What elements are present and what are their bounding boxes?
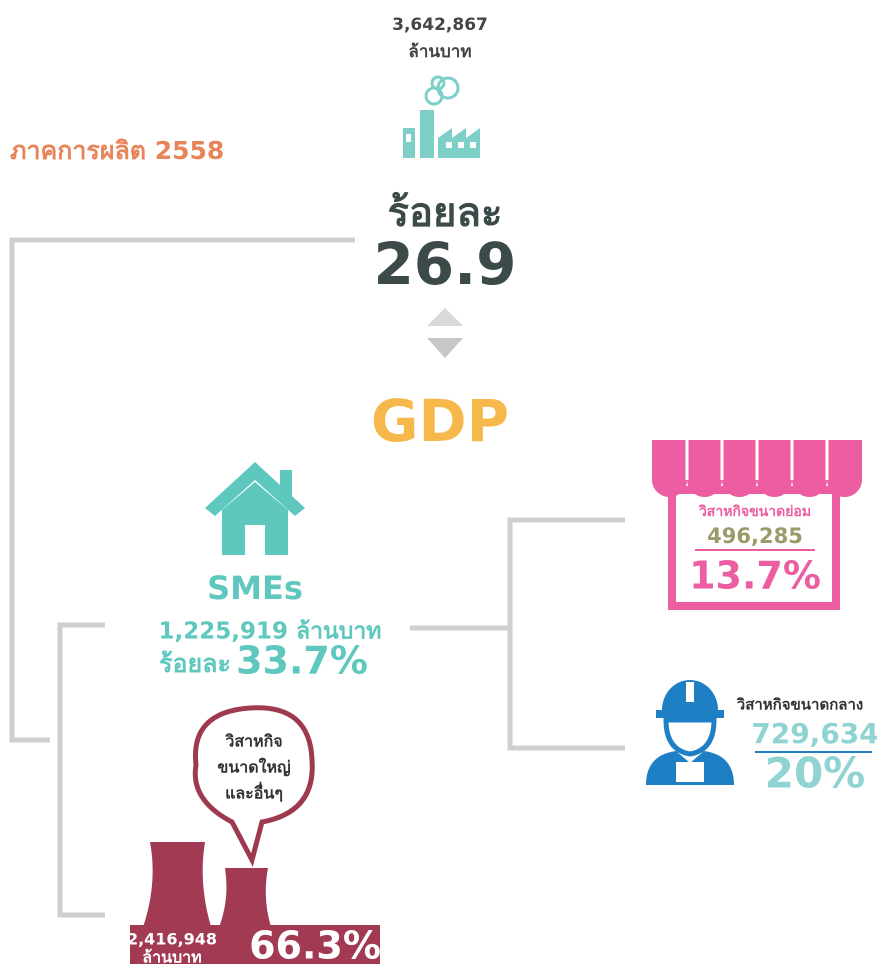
bubble-line: ขนาดใหญ่ [217, 758, 290, 778]
share-label: ร้อยละ [388, 190, 503, 236]
medium-name: วิสาหกิจขนาดกลาง [736, 696, 863, 714]
share-value: 26.9 [373, 230, 516, 298]
large-amount: 2,416,948 [127, 930, 217, 949]
smes-percent: 33.7% [236, 639, 368, 683]
small-percent: 13.7% [689, 554, 821, 598]
worker-icon [646, 680, 734, 785]
small-name: วิสาหกิจขนาดย่อม [698, 504, 811, 520]
smes-amount: 1,225,919 ล้านบาท [159, 619, 382, 645]
medium-amount: 729,634 [751, 717, 877, 750]
total-unit: ล้านบาท [408, 42, 471, 62]
speech-bubble [192, 705, 315, 867]
smes-label: ร้อยละ [159, 649, 231, 678]
large-unit: ล้านบาท [142, 948, 201, 964]
title: ภาคการผลิต 2558 [10, 136, 224, 165]
arrows [427, 308, 463, 358]
medium-percent: 20% [765, 749, 866, 798]
total-value: 3,642,867 [392, 15, 488, 35]
factory-icon [403, 75, 480, 158]
small-amount: 496,285 [707, 524, 803, 548]
connectors [9, 237, 625, 918]
bubble-line: และอื่นๆ [225, 782, 283, 803]
towers-icon [130, 842, 380, 964]
shop-icon [652, 440, 862, 610]
house-icon [205, 462, 305, 555]
gdp: GDP [371, 387, 509, 455]
bubble-line: วิสาหกิจ [224, 732, 282, 751]
smes-name: SMEs [207, 569, 303, 607]
large-percent: 66.3% [249, 924, 381, 964]
